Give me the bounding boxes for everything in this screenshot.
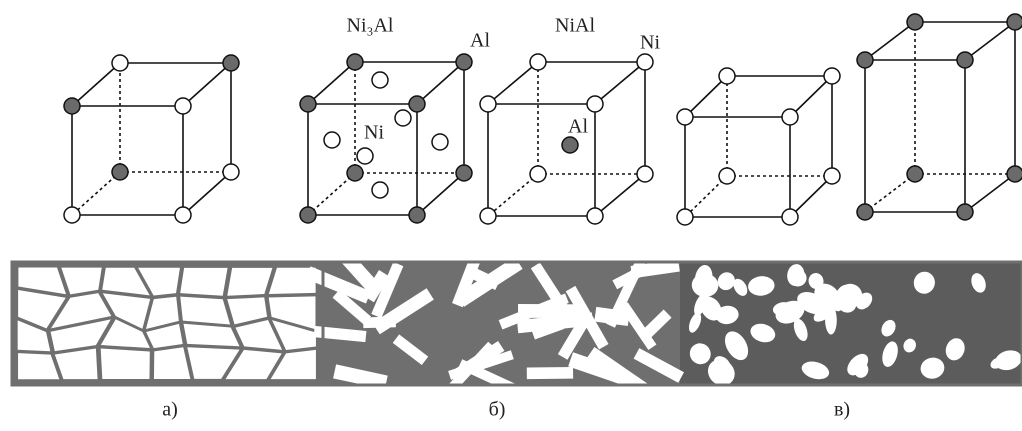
- edge: [417, 173, 464, 215]
- atom: [64, 207, 80, 223]
- hidden-edge: [72, 172, 120, 215]
- atom: [112, 55, 128, 71]
- atom: [677, 209, 693, 225]
- microstructures: [12, 244, 1022, 402]
- atom: [637, 166, 653, 182]
- atom: [1007, 166, 1022, 182]
- atom: [907, 166, 923, 182]
- hidden-edge: [308, 173, 355, 215]
- atom: [324, 132, 340, 148]
- atom: [372, 72, 388, 88]
- atom-label: Al: [568, 116, 588, 138]
- edge: [595, 174, 645, 216]
- atom: [530, 54, 546, 70]
- edge: [72, 63, 120, 106]
- figure: Ni₃Al Al Ni NiAl Ni Al а) б) в): [0, 0, 1022, 431]
- lath: [527, 367, 573, 379]
- atom: [637, 54, 653, 70]
- atom: [395, 110, 411, 126]
- grain: [101, 348, 150, 379]
- atom: [587, 208, 603, 224]
- edge: [488, 62, 538, 104]
- atom: [300, 207, 316, 223]
- edge: [965, 22, 1015, 60]
- atom: [432, 134, 448, 150]
- caption: а): [162, 399, 178, 421]
- phase-label: Ni₃Al: [347, 15, 394, 37]
- atom: [112, 164, 128, 180]
- atom: [480, 96, 496, 112]
- atom: [409, 96, 425, 112]
- hidden-edge: [865, 174, 915, 212]
- caption: б): [489, 399, 506, 421]
- edge: [965, 174, 1015, 212]
- hidden-edge: [685, 176, 727, 217]
- atom: [587, 96, 603, 112]
- atom: [530, 166, 546, 182]
- atom: [677, 109, 693, 125]
- atom: [347, 165, 363, 181]
- grain: [180, 268, 227, 296]
- atom: [907, 14, 923, 30]
- atom-label: Al: [470, 30, 490, 52]
- atom-label: Ni: [640, 32, 660, 54]
- atom: [357, 148, 373, 164]
- edge: [183, 172, 231, 215]
- edge: [595, 62, 645, 104]
- caption: в): [834, 399, 850, 421]
- edge: [790, 76, 832, 117]
- atom: [782, 209, 798, 225]
- atom: [782, 109, 798, 125]
- atom: [480, 208, 496, 224]
- atom: [719, 68, 735, 84]
- edge: [183, 63, 231, 106]
- hidden-edge: [488, 174, 538, 216]
- edge: [865, 22, 915, 60]
- atom: [64, 98, 80, 114]
- atom: [300, 96, 316, 112]
- phase-label: NiAl: [555, 15, 595, 37]
- atom: [1007, 14, 1022, 30]
- atom: [456, 165, 472, 181]
- atom: [857, 204, 873, 220]
- atom: [175, 207, 191, 223]
- crystal-lattices: [64, 14, 1022, 225]
- atom: [223, 55, 239, 71]
- atom: [719, 168, 735, 184]
- atom: [409, 207, 425, 223]
- edge: [790, 176, 832, 217]
- grain: [180, 297, 230, 325]
- atom-label: Ni: [364, 122, 384, 144]
- atom: [562, 137, 578, 153]
- atom: [223, 164, 239, 180]
- atom: [372, 182, 388, 198]
- atom: [857, 52, 873, 68]
- atom: [957, 204, 973, 220]
- edge: [417, 62, 464, 104]
- edge: [308, 62, 355, 104]
- edge: [685, 76, 727, 117]
- atom: [456, 54, 472, 70]
- atom: [957, 52, 973, 68]
- atom: [347, 54, 363, 70]
- atom: [824, 68, 840, 84]
- atom: [175, 98, 191, 114]
- atom: [824, 168, 840, 184]
